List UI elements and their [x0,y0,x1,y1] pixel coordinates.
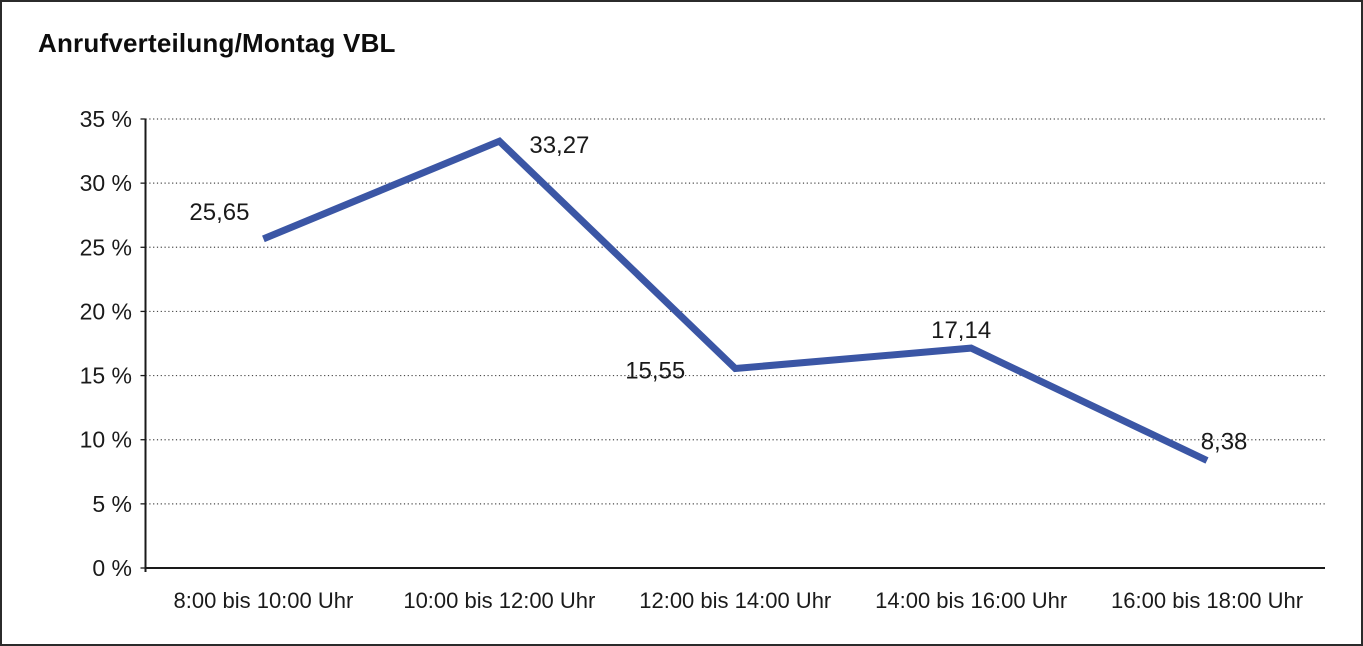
y-tick-label: 15 % [80,363,132,389]
data-label: 15,55 [625,358,685,385]
x-category-label: 12:00 bis 14:00 Uhr [639,588,831,613]
x-category-label: 14:00 bis 16:00 Uhr [875,588,1067,613]
chart-title: Anrufverteilung/Montag VBL [38,28,396,58]
chart-line [262,137,1209,464]
data-label: 33,27 [529,132,589,159]
x-category-label: 8:00 bis 10:00 Uhr [174,588,354,613]
y-tick-label: 30 % [80,170,132,196]
data-label: 17,14 [931,317,991,344]
x-category-label: 16:00 bis 18:00 Uhr [1111,588,1303,613]
data-label: 25,65 [189,199,249,226]
data-label: 8,38 [1201,428,1248,455]
y-tick-label: 20 % [80,298,132,324]
y-tick-label: 0 % [92,555,132,581]
y-tick-label: 5 % [92,491,132,517]
y-tick-label: 25 % [80,234,132,260]
x-category-label: 10:00 bis 12:00 Uhr [403,588,595,613]
y-tick-label: 35 % [80,106,132,132]
y-tick-label: 10 % [80,427,132,453]
